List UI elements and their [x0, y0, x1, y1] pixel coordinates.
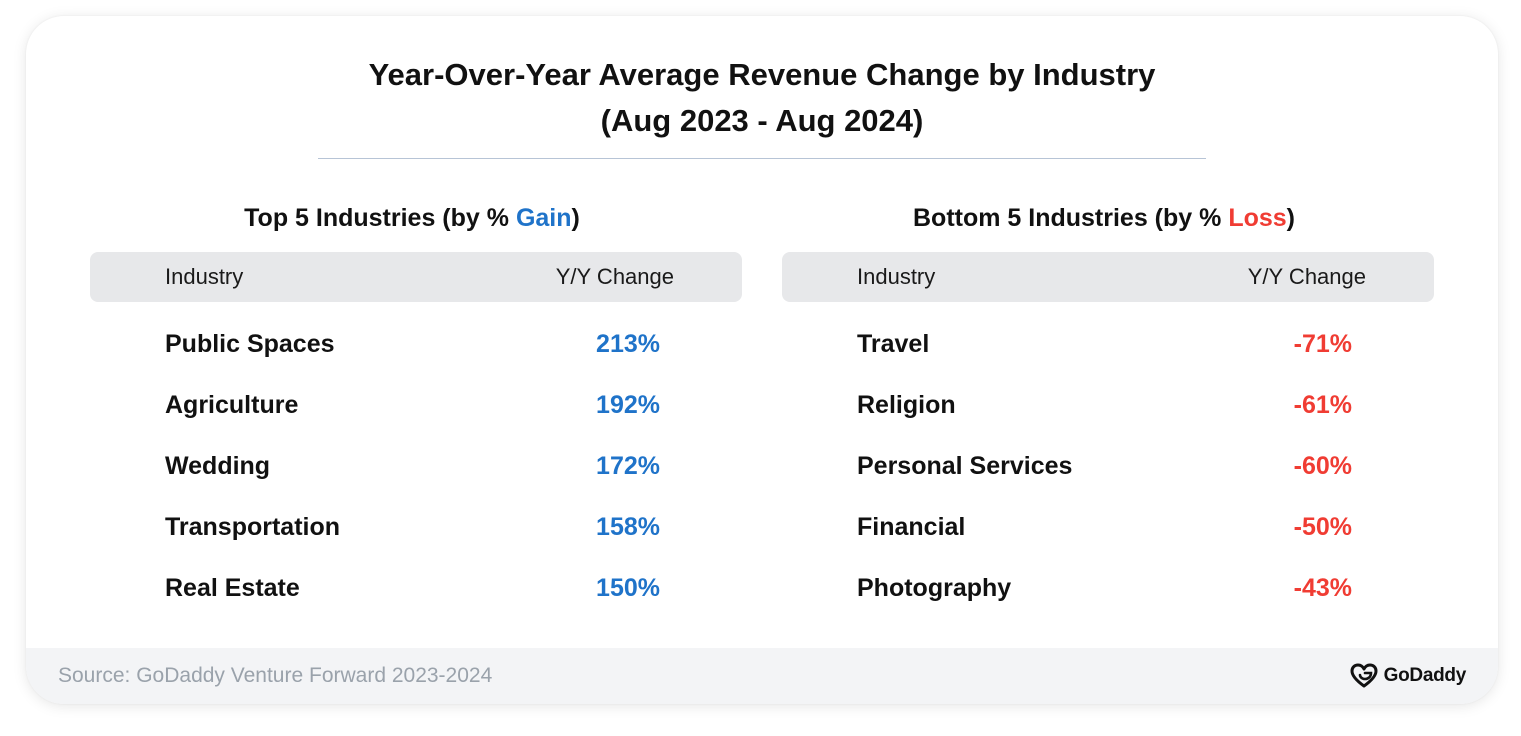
- top-industries-heading: Top 5 Industries (by % Gain): [82, 198, 742, 238]
- change-value: 213%: [596, 330, 660, 358]
- bottom-industries-heading: Bottom 5 Industries (by % Loss): [774, 198, 1434, 238]
- table-row: Personal Services -60%: [782, 444, 1434, 505]
- godaddy-logo: GoDaddy: [1350, 662, 1466, 690]
- title-line-2: (Aug 2023 - Aug 2024): [600, 103, 924, 138]
- industry-name: Travel: [857, 330, 930, 358]
- godaddy-logo-text: GoDaddy: [1383, 665, 1467, 686]
- footer: Source: GoDaddy Venture Forward 2023-202…: [26, 648, 1498, 704]
- column-header-change: Y/Y Change: [555, 264, 674, 289]
- industry-name: Financial: [857, 513, 966, 541]
- title-divider: [318, 158, 1206, 159]
- industry-name: Public Spaces: [165, 330, 335, 358]
- industry-name: Transportation: [165, 513, 341, 541]
- top-heading-prefix: Top 5 Industries (by %: [244, 204, 516, 232]
- table-row: Travel -71%: [782, 322, 1434, 383]
- change-value: -43%: [1293, 574, 1352, 602]
- top-table-header: Industry Y/Y Change: [90, 252, 742, 302]
- industry-name: Wedding: [165, 452, 271, 480]
- table-row: Real Estate 150%: [90, 566, 742, 627]
- bottom-heading-suffix: ): [1286, 204, 1295, 232]
- industry-name: Religion: [857, 391, 956, 419]
- industry-name: Personal Services: [857, 452, 1073, 480]
- table-row: Wedding 172%: [90, 444, 742, 505]
- change-value: -61%: [1293, 391, 1352, 419]
- table-row: Public Spaces 213%: [90, 322, 742, 383]
- industry-name: Real Estate: [165, 574, 300, 602]
- bottom-table-body: Travel -71% Religion -61% Personal Servi…: [782, 322, 1434, 627]
- source-note: Source: GoDaddy Venture Forward 2023-202…: [58, 664, 493, 687]
- gain-word: Gain: [515, 204, 572, 232]
- table-row: Transportation 158%: [90, 505, 742, 566]
- change-value: -50%: [1293, 513, 1352, 541]
- bottom-table-header: Industry Y/Y Change: [782, 252, 1434, 302]
- top-industries-panel: Top 5 Industries (by % Gain) Industry Y/…: [90, 198, 742, 602]
- top-heading-suffix: ): [571, 204, 580, 232]
- table-row: Financial -50%: [782, 505, 1434, 566]
- industry-name: Photography: [857, 574, 1012, 602]
- change-value: -60%: [1293, 452, 1352, 480]
- bottom-industries-panel: Bottom 5 Industries (by % Loss) Industry…: [782, 198, 1434, 602]
- change-value: 158%: [596, 513, 660, 541]
- loss-word: Loss: [1228, 204, 1287, 232]
- top-table-body: Public Spaces 213% Agriculture 192% Wedd…: [90, 322, 742, 627]
- change-value: 172%: [596, 452, 660, 480]
- change-value: 150%: [596, 574, 660, 602]
- bottom-heading-prefix: Bottom 5 Industries (by %: [913, 204, 1229, 232]
- industry-name: Agriculture: [165, 391, 299, 419]
- table-row: Agriculture 192%: [90, 383, 742, 444]
- column-header-change: Y/Y Change: [1247, 264, 1366, 289]
- change-value: 192%: [596, 391, 660, 419]
- column-header-industry: Industry: [165, 264, 244, 289]
- column-header-industry: Industry: [857, 264, 936, 289]
- title-line-1: Year-Over-Year Average Revenue Change by…: [368, 57, 1156, 92]
- godaddy-logo-icon: [1350, 663, 1378, 688]
- change-value: -71%: [1293, 330, 1352, 358]
- table-row: Photography -43%: [782, 566, 1434, 627]
- page-title: Year-Over-Year Average Revenue Change by…: [26, 52, 1498, 144]
- infographic-card: Year-Over-Year Average Revenue Change by…: [26, 16, 1498, 704]
- table-row: Religion -61%: [782, 383, 1434, 444]
